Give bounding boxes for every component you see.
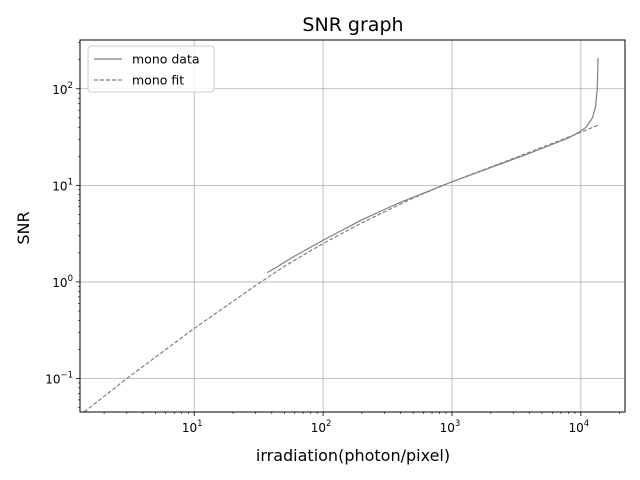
x-tick-exponent: 3 [455, 419, 460, 429]
y-tick-base: 10 [52, 83, 67, 97]
x-tick-label: 102 [311, 419, 332, 435]
y-tick-exponent: 0 [68, 274, 73, 284]
x-axis-label: irradiation(photon/pixel) [256, 446, 450, 465]
x-tick-exponent: 4 [584, 419, 589, 429]
x-tick-base: 10 [569, 421, 584, 435]
y-tick-label: 102 [52, 81, 73, 97]
y-tick-label: 100 [52, 274, 73, 290]
y-tick-exponent: 2 [68, 81, 73, 91]
x-tick-base: 10 [182, 421, 197, 435]
series-line-mono-data [267, 57, 599, 274]
x-tick-label: 101 [182, 419, 203, 435]
series-lines [83, 57, 599, 412]
y-tick-base: 10 [52, 276, 67, 290]
y-tick-label: 101 [52, 177, 73, 193]
legend: mono data mono fit [87, 45, 215, 93]
x-tick-label: 104 [569, 419, 590, 435]
legend-label: mono fit [132, 73, 184, 88]
series-line-mono-fit [83, 124, 599, 412]
x-tick-exponent: 2 [326, 419, 331, 429]
x-tick-base: 10 [440, 421, 455, 435]
x-tick-label: 103 [440, 419, 461, 435]
y-tick-label: 10−1 [45, 371, 73, 387]
axis-ticks [76, 42, 620, 416]
y-tick-base: 10 [52, 179, 67, 193]
y-axis-label: SNR [14, 211, 33, 244]
x-tick-exponent: 1 [197, 419, 202, 429]
legend-label: mono data [132, 52, 200, 67]
x-tick-base: 10 [311, 421, 326, 435]
y-tick-base: 10 [45, 373, 60, 387]
chart-title: SNR graph [302, 14, 403, 36]
y-tick-exponent: 1 [68, 177, 73, 187]
plot-frame [79, 39, 626, 413]
y-tick-exponent: −1 [60, 371, 73, 381]
grid-lines [80, 40, 625, 412]
